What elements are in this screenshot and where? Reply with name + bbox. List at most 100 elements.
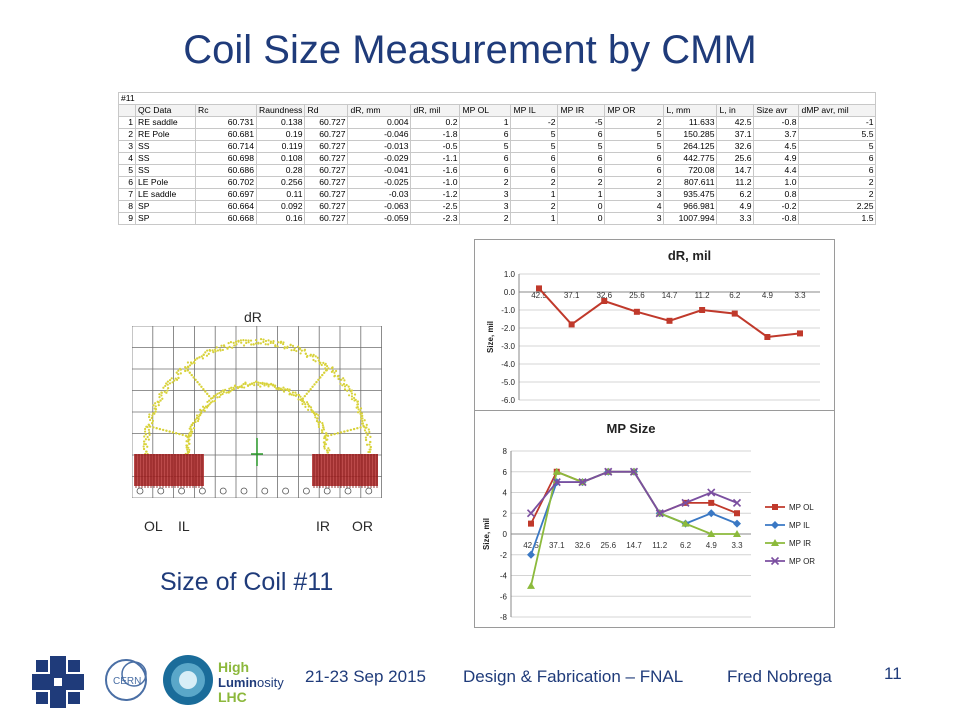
measurement-point bbox=[257, 381, 260, 384]
page-number: 11 bbox=[884, 664, 902, 683]
table-cell: 6 bbox=[459, 164, 512, 177]
measurement-point bbox=[264, 343, 267, 346]
fixture-marker bbox=[261, 487, 269, 495]
table-cell: SP bbox=[135, 212, 196, 225]
measurement-point bbox=[343, 385, 347, 388]
measurement-point bbox=[356, 427, 359, 430]
table-cell: 5 bbox=[557, 140, 606, 153]
measurement-point bbox=[362, 425, 366, 428]
fixture-marker bbox=[157, 487, 165, 495]
data-point bbox=[601, 298, 608, 304]
measurement-point bbox=[148, 433, 151, 437]
measurement-point bbox=[187, 365, 190, 369]
y-axis-label: Size, mil bbox=[486, 321, 495, 353]
table-cell: 3 bbox=[118, 140, 136, 153]
table-cell: 1 bbox=[510, 188, 559, 201]
measurement-point bbox=[142, 445, 145, 448]
measurement-point bbox=[178, 432, 181, 436]
measurement-point bbox=[321, 373, 324, 377]
measurement-point bbox=[346, 389, 349, 392]
dr-chart: dR, mil Size, mil 1.0 0.0 -1.0 -2.0 -3.0 -4.0 -5… bbox=[486, 248, 820, 405]
measurement-point bbox=[162, 386, 165, 389]
fixture-marker bbox=[365, 487, 373, 495]
measurement-point bbox=[204, 351, 207, 354]
table-cell: SS bbox=[135, 164, 196, 177]
measurement-point bbox=[188, 427, 191, 430]
measurement-point bbox=[293, 348, 296, 352]
measurement-point bbox=[218, 391, 221, 395]
measurement-point bbox=[220, 344, 223, 347]
measurement-point bbox=[311, 385, 314, 389]
measurement-point bbox=[343, 379, 346, 382]
measurement-point bbox=[306, 401, 309, 404]
table-cell: 60.697 bbox=[195, 188, 257, 201]
table-header-cell: L, in bbox=[716, 104, 755, 117]
measurement-point bbox=[255, 380, 258, 383]
measurement-point bbox=[271, 384, 275, 387]
measurement-point bbox=[297, 393, 301, 397]
table-cell: 0.16 bbox=[255, 212, 306, 225]
table-cell: -1.1 bbox=[410, 152, 461, 165]
data-point bbox=[528, 520, 534, 527]
table-cell: 720.08 bbox=[663, 164, 718, 177]
table-cell: -0.063 bbox=[347, 200, 412, 213]
measurement-point bbox=[161, 428, 165, 432]
table-cell: 3 bbox=[604, 188, 665, 201]
measurement-point bbox=[317, 425, 321, 429]
table-cell: 60.698 bbox=[195, 152, 257, 165]
measurement-point bbox=[216, 392, 219, 395]
y-tick-label: -8 bbox=[500, 613, 508, 622]
dr-chart-frame: dR, mil Size, mil 1.0 0.0 -1.0 -2.0 -3.0 -4.0 -5… bbox=[474, 239, 835, 411]
data-point bbox=[771, 521, 779, 529]
measurement-point bbox=[142, 447, 146, 451]
measurement-point bbox=[185, 444, 188, 447]
measurement-point bbox=[233, 384, 237, 387]
measurement-point bbox=[158, 427, 162, 431]
y-tick-label: -4.0 bbox=[501, 360, 515, 369]
measurement-point bbox=[160, 394, 163, 397]
measurement-point bbox=[309, 387, 312, 391]
cern-logo: CERN bbox=[105, 659, 147, 701]
table-cell: 6 bbox=[459, 152, 512, 165]
measurement-point bbox=[259, 385, 262, 388]
table-cell: LE saddle bbox=[135, 188, 196, 201]
measurement-point bbox=[221, 392, 224, 396]
table-cell: 60.727 bbox=[304, 152, 349, 165]
measurement-point bbox=[301, 402, 304, 406]
y-tick-label: -4 bbox=[500, 572, 508, 581]
measurement-point bbox=[187, 446, 190, 449]
measurement-point bbox=[207, 352, 210, 355]
fixture-marker bbox=[136, 487, 144, 495]
table-cell: 60.664 bbox=[195, 200, 257, 213]
measurement-point bbox=[194, 358, 197, 361]
table-cell: 60.681 bbox=[195, 128, 257, 141]
measurement-point bbox=[257, 383, 260, 386]
measurement-point bbox=[207, 394, 211, 398]
table-cell: -2.5 bbox=[410, 200, 461, 213]
measurement-point bbox=[147, 423, 151, 426]
measurement-point bbox=[316, 356, 319, 359]
x-tick-label: 14.7 bbox=[662, 291, 678, 300]
measurement-point bbox=[209, 401, 213, 404]
data-point bbox=[764, 334, 771, 340]
measurement-point bbox=[277, 341, 280, 344]
measurement-point bbox=[350, 392, 354, 395]
table-cell: 6 bbox=[604, 152, 665, 165]
measurement-point bbox=[177, 373, 180, 376]
measurement-point bbox=[263, 384, 266, 387]
measurement-point bbox=[242, 344, 246, 347]
measurement-point bbox=[148, 413, 151, 416]
measurement-point bbox=[200, 355, 203, 358]
measurement-point bbox=[228, 387, 231, 390]
hl-logo-line1: High bbox=[218, 659, 249, 675]
measurement-point bbox=[244, 381, 247, 384]
measurement-point bbox=[355, 406, 358, 409]
table-cell: -0.029 bbox=[347, 152, 412, 165]
measurement-point bbox=[213, 395, 216, 398]
x-tick-label: 3.3 bbox=[731, 541, 743, 550]
measurement-point bbox=[293, 347, 296, 350]
measurement-point bbox=[349, 428, 353, 432]
data-point bbox=[536, 285, 542, 292]
measurement-point bbox=[236, 387, 240, 390]
table-cell: 60.727 bbox=[304, 188, 349, 201]
